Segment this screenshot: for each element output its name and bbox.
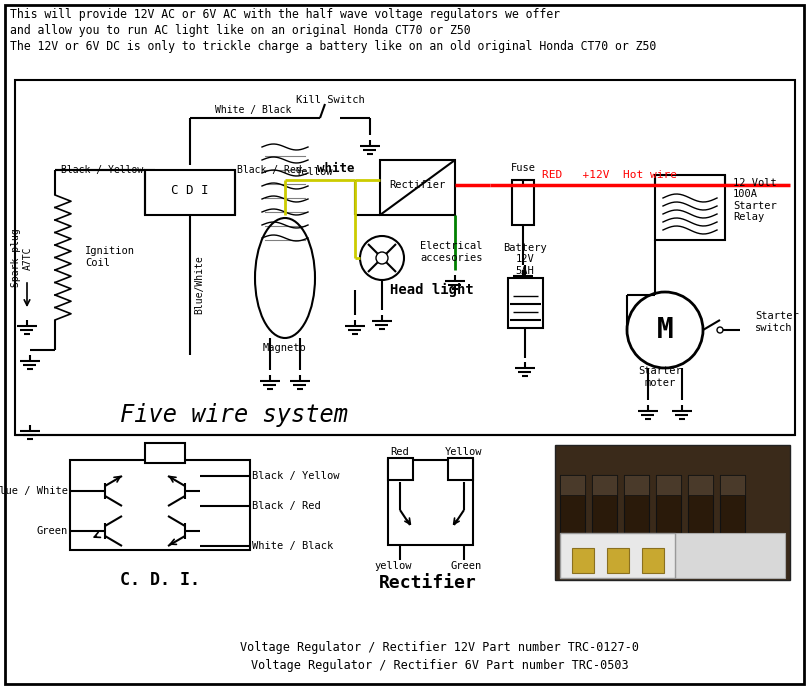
- Text: yellow: yellow: [375, 561, 412, 571]
- Text: This will provide 12V AC or 6V AC with the half wave voltage regulators we offer: This will provide 12V AC or 6V AC with t…: [10, 8, 560, 21]
- Text: Ignition
Coil: Ignition Coil: [85, 246, 135, 268]
- Text: Black / Red: Black / Red: [237, 165, 302, 175]
- Bar: [560, 533, 675, 578]
- Bar: [642, 548, 664, 573]
- Text: 12 Volt
100A
Starter
Relay: 12 Volt 100A Starter Relay: [733, 178, 777, 223]
- Bar: [15, 80, 795, 435]
- Text: Starter
moter: Starter moter: [638, 366, 682, 388]
- Text: Spark plug
A7TC: Spark plug A7TC: [11, 229, 33, 287]
- Bar: [512, 180, 534, 225]
- Text: C. D. I.: C. D. I.: [120, 571, 200, 589]
- Bar: [388, 460, 473, 545]
- Text: Voltage Regulator / Rectifier 12V Part number TRC-0127-0: Voltage Regulator / Rectifier 12V Part n…: [240, 641, 639, 655]
- Bar: [448, 458, 473, 480]
- Text: Blue/White: Blue/White: [194, 256, 204, 314]
- Text: White / Black: White / Black: [215, 105, 291, 115]
- Text: Fuse: Fuse: [510, 163, 536, 173]
- Bar: [592, 475, 617, 570]
- Bar: [145, 443, 185, 463]
- Text: Magneto: Magneto: [263, 343, 307, 353]
- Text: C D I: C D I: [172, 183, 209, 196]
- Text: M: M: [657, 316, 673, 344]
- Text: white: white: [317, 161, 355, 174]
- Bar: [592, 475, 617, 495]
- Text: Black / Yellow: Black / Yellow: [61, 165, 143, 175]
- Bar: [720, 475, 745, 570]
- Text: Starter
switch: Starter switch: [755, 311, 798, 333]
- Text: Rectifier: Rectifier: [379, 574, 477, 592]
- Bar: [145, 170, 235, 215]
- Text: The 12V or 6V DC is only to trickle charge a battery like on an old original Hon: The 12V or 6V DC is only to trickle char…: [10, 40, 656, 53]
- Bar: [388, 458, 413, 480]
- Circle shape: [376, 252, 388, 264]
- Ellipse shape: [255, 218, 315, 338]
- Text: White / Black: White / Black: [252, 541, 333, 551]
- Bar: [656, 475, 681, 495]
- Bar: [624, 475, 649, 570]
- Text: Electrical
accesories: Electrical accesories: [420, 241, 482, 263]
- Text: Red: Red: [391, 447, 409, 457]
- Text: Battery: Battery: [503, 243, 547, 253]
- Circle shape: [717, 327, 723, 333]
- Text: Blue / White: Blue / White: [0, 486, 68, 496]
- Bar: [720, 475, 745, 495]
- Text: 12V
5AH: 12V 5AH: [515, 254, 535, 276]
- Bar: [572, 548, 594, 573]
- Text: Voltage Regulator / Rectifier 6V Part number TRC-0503: Voltage Regulator / Rectifier 6V Part nu…: [251, 659, 629, 672]
- Circle shape: [360, 236, 404, 280]
- Bar: [688, 475, 713, 495]
- Text: Rectifier: Rectifier: [389, 180, 445, 190]
- Text: and allow you to run AC light like on an original Honda CT70 or Z50: and allow you to run AC light like on an…: [10, 24, 471, 37]
- Bar: [560, 475, 585, 495]
- Bar: [380, 160, 455, 215]
- Bar: [655, 175, 725, 240]
- Bar: [70, 460, 250, 550]
- Text: Black / Yellow: Black / Yellow: [252, 471, 340, 481]
- Bar: [560, 475, 585, 570]
- Text: RED   +12V  Hot wire: RED +12V Hot wire: [543, 170, 677, 180]
- Text: Five wire system: Five wire system: [120, 403, 348, 427]
- Bar: [656, 475, 681, 570]
- Bar: [675, 533, 785, 578]
- Bar: [607, 548, 629, 573]
- Text: Kill Switch: Kill Switch: [295, 95, 364, 105]
- Bar: [624, 475, 649, 495]
- Text: Yellow: Yellow: [296, 167, 334, 177]
- Text: Yellow: Yellow: [445, 447, 483, 457]
- Bar: [508, 278, 543, 328]
- Bar: [688, 475, 713, 570]
- Text: Black / Red: Black / Red: [252, 501, 320, 511]
- Text: Green: Green: [36, 526, 68, 536]
- Bar: [555, 445, 790, 580]
- Circle shape: [627, 292, 703, 368]
- Text: Head light: Head light: [390, 283, 474, 297]
- Text: Green: Green: [451, 561, 481, 571]
